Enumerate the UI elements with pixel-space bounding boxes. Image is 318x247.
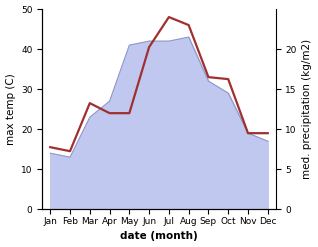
Y-axis label: max temp (C): max temp (C) xyxy=(5,73,16,145)
Y-axis label: med. precipitation (kg/m2): med. precipitation (kg/m2) xyxy=(302,39,313,179)
X-axis label: date (month): date (month) xyxy=(120,231,198,242)
